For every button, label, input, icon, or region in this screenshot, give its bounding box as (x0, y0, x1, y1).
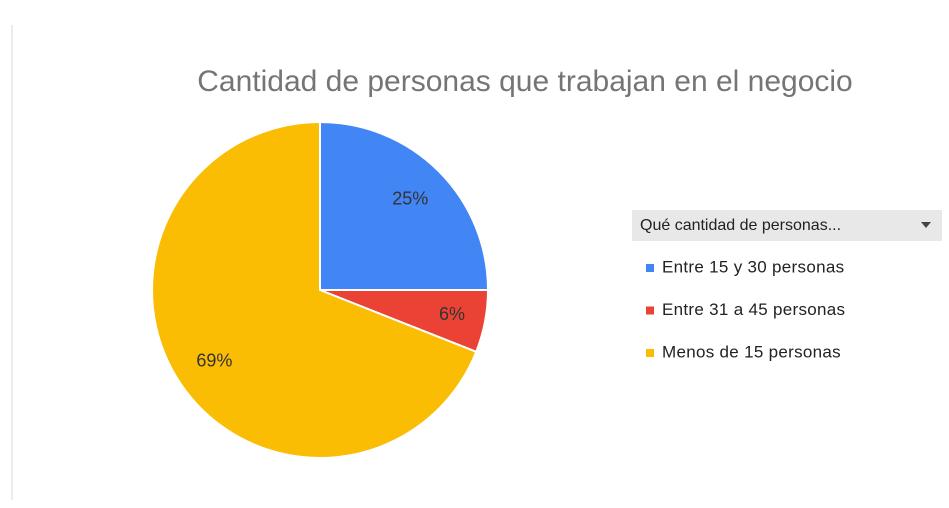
pie-slice (151, 120, 478, 459)
data-label: 6% (439, 304, 465, 324)
legend-label: Entre 15 y 30 personas (662, 257, 844, 276)
pie-slice (319, 120, 490, 291)
legend-header[interactable]: Qué cantidad de personas... (632, 210, 942, 241)
legend-swatch (646, 306, 654, 315)
legend-label: Menos de 15 personas (662, 342, 841, 361)
data-label: 69% (196, 351, 232, 371)
legend-label: Entre 31 a 45 personas (662, 300, 845, 319)
chart-title: Cantidad de personas que trabajan en el … (197, 65, 853, 98)
legend-header-box[interactable] (632, 210, 942, 241)
data-label: 25% (392, 188, 428, 208)
dropdown-arrow[interactable] (921, 222, 931, 228)
legend-swatch (646, 264, 654, 272)
legend-swatch (646, 349, 654, 357)
legend-title[interactable]: Qué cantidad de personas... (640, 217, 841, 234)
